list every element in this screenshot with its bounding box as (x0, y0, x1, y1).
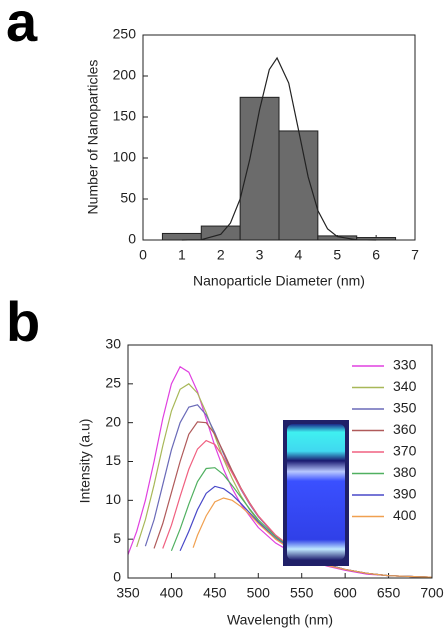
legend-label: 380 (393, 464, 417, 480)
legend-label: 400 (393, 507, 417, 523)
y-tick-label: 50 (120, 190, 136, 206)
series-line (127, 365, 433, 578)
y-tick-label: 200 (113, 67, 137, 83)
x-tick-label: 5 (333, 247, 341, 263)
legend-label: 330 (393, 357, 417, 373)
series-line (192, 497, 433, 578)
y-tick-label: 0 (113, 569, 121, 585)
legend-label: 350 (393, 400, 417, 416)
x-tick-label: 6 (372, 247, 380, 263)
x-tick-label: 1 (178, 247, 186, 263)
x-tick-label: 600 (333, 585, 357, 601)
x-tick-label: 550 (290, 585, 314, 601)
legend-label: 370 (393, 443, 417, 459)
x-tick-label: 500 (247, 585, 271, 601)
y-tick-label: 150 (113, 108, 137, 124)
y-tick-label: 30 (105, 336, 121, 352)
plot-frame (127, 344, 433, 579)
legend-label: 360 (393, 421, 417, 437)
y-tick-label: 5 (113, 530, 121, 546)
y-tick-label: 100 (113, 149, 137, 165)
y-tick-label: 25 (105, 375, 121, 391)
y-axis-label: Intensity (a.u) (77, 419, 93, 504)
x-tick-label: 700 (420, 585, 444, 601)
panel-label: a (6, 0, 38, 53)
y-tick-label: 15 (105, 452, 121, 468)
legend-label: 340 (393, 378, 417, 394)
y-axis-label: Number of Nanoparticles (85, 60, 101, 215)
histogram-bar (239, 96, 280, 241)
x-tick-label: 350 (116, 585, 140, 601)
x-axis-label: Wavelength (nm) (227, 612, 333, 628)
y-tick-label: 250 (113, 26, 137, 42)
panel-label: b (6, 290, 40, 353)
x-tick-label: 0 (139, 247, 147, 263)
histogram-bar (278, 130, 319, 241)
x-tick-label: 2 (217, 247, 225, 263)
x-tick-label: 7 (411, 247, 419, 263)
plot-frame (142, 34, 416, 241)
histogram-bar (161, 232, 202, 241)
y-tick-label: 20 (105, 413, 121, 429)
x-tick-label: 650 (377, 585, 401, 601)
y-tick-label: 0 (128, 231, 136, 247)
fit-curve (181, 56, 377, 241)
x-axis-label: Nanoparticle Diameter (nm) (193, 273, 365, 289)
x-tick-label: 4 (295, 247, 303, 263)
x-tick-label: 3 (256, 247, 264, 263)
inset-photo (283, 420, 349, 566)
x-tick-label: 450 (203, 585, 227, 601)
y-tick-label: 10 (105, 491, 121, 507)
x-tick-label: 400 (160, 585, 184, 601)
legend-label: 390 (393, 486, 417, 502)
